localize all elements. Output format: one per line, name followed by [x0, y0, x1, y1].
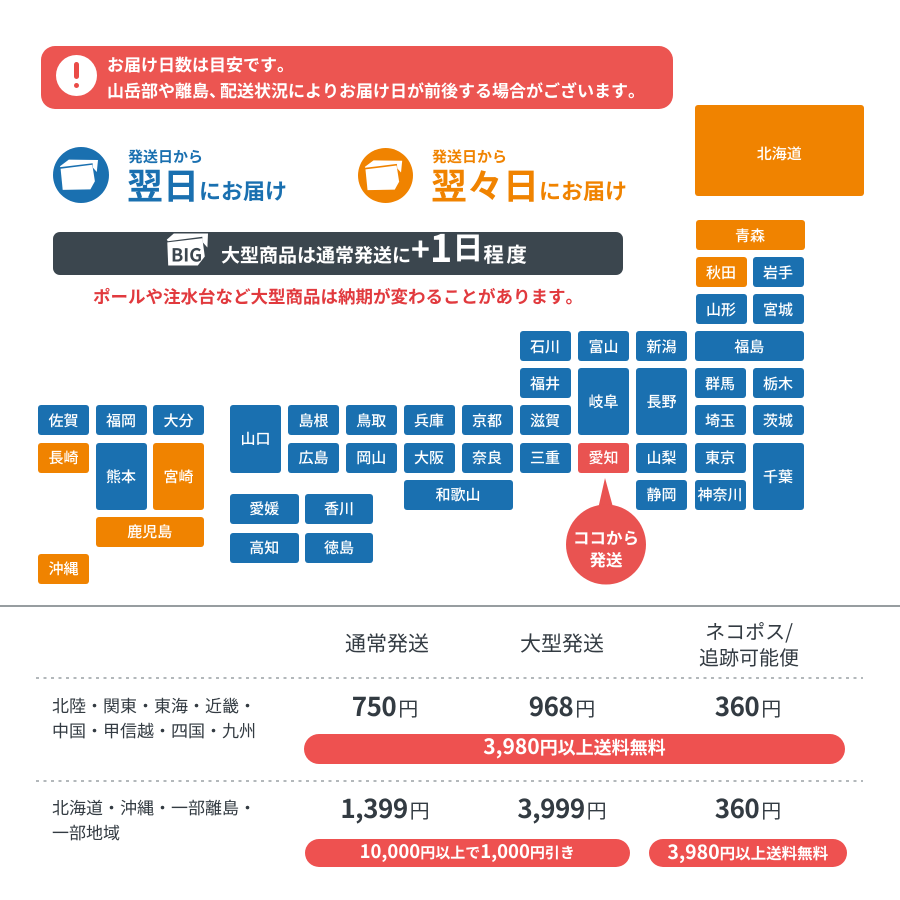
svg-text:BIG: BIG [171, 242, 202, 267]
